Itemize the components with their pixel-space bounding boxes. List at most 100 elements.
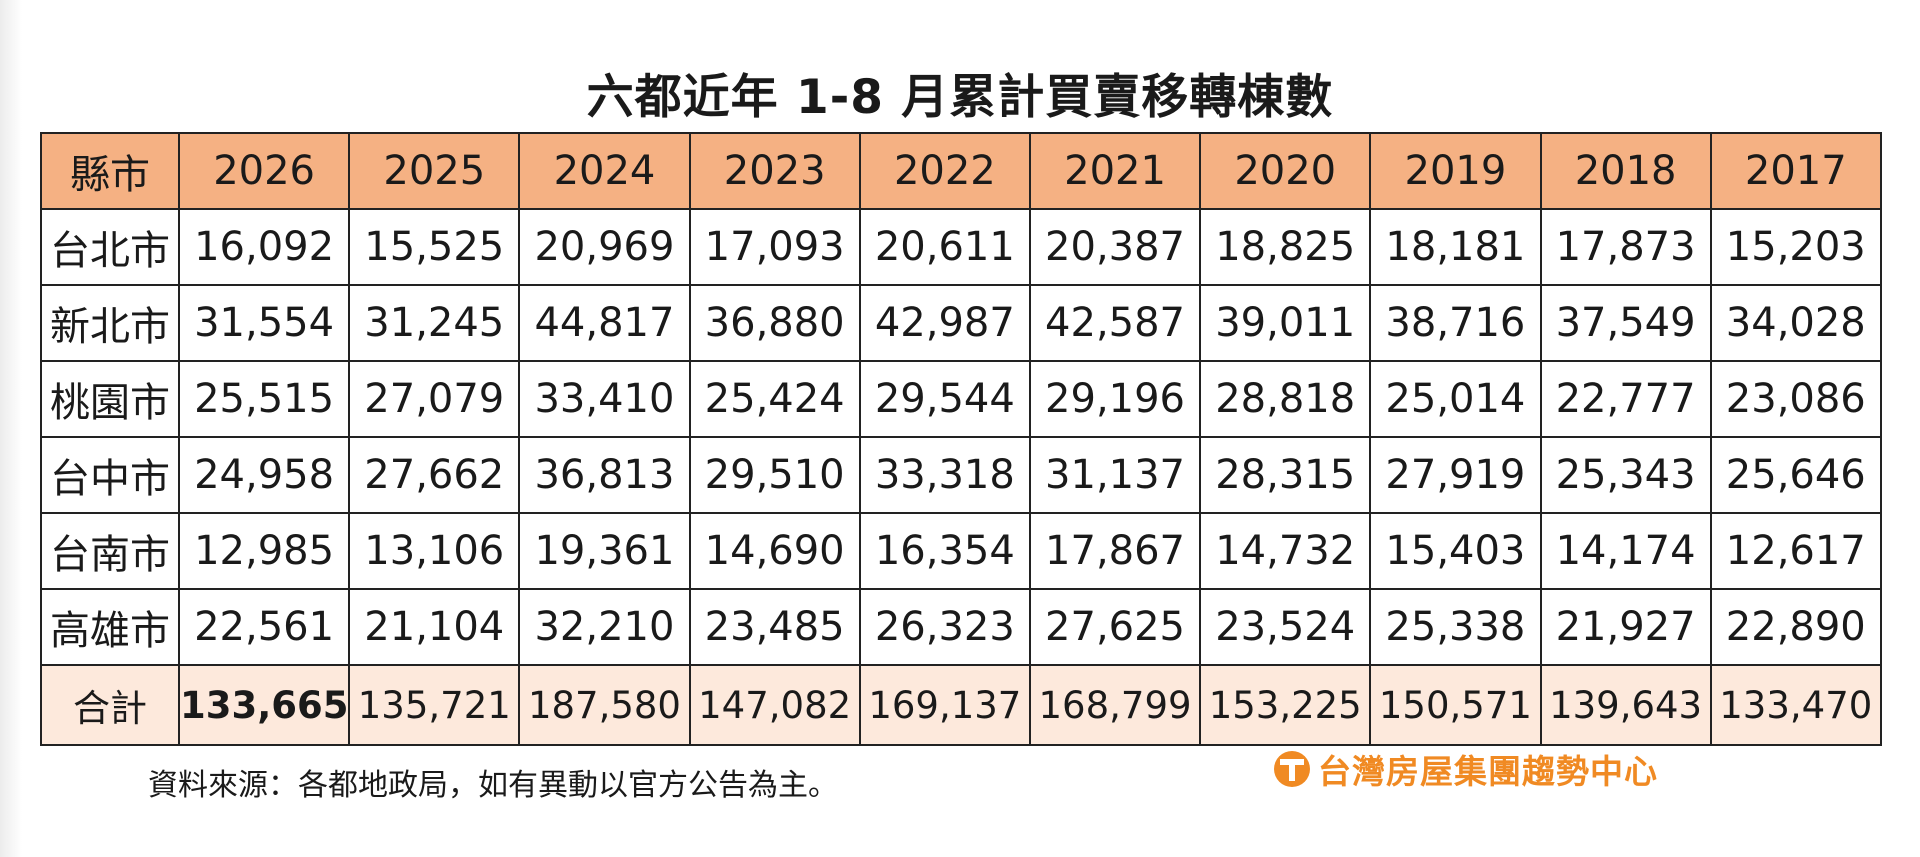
source-note: 資料來源：各都地政局，如有異動以官方公告為主。 [148,768,838,803]
header-year: 2021 [1028,132,1202,210]
value-cell: 29,544 [858,360,1031,438]
city-cell: 台中市 [40,436,180,514]
value-cell: 21,927 [1539,588,1712,666]
value-cell: 37,549 [1539,284,1712,362]
table-row: 桃園市 25,515 27,079 33,410 25,424 29,544 29,196 2… [40,360,1882,438]
value-cell: 21,104 [348,588,521,666]
value-cell: 14,690 [688,512,861,590]
value-cell: 14,732 [1199,512,1372,590]
city-cell: 台北市 [40,208,180,286]
value-cell: 42,587 [1028,284,1202,362]
value-cell: 18,825 [1199,208,1372,286]
value-cell: 27,919 [1369,436,1542,514]
total-cell: 169,137 [858,664,1031,746]
value-cell: 44,817 [518,284,691,362]
table-row: 台南市 12,985 13,106 19,361 14,690 16,354 17,867 1… [40,512,1882,590]
value-cell: 20,611 [858,208,1031,286]
value-cell: 20,387 [1028,208,1202,286]
value-cell: 25,338 [1369,588,1542,666]
value-cell: 12,985 [177,512,351,590]
value-cell: 32,210 [518,588,691,666]
total-cell: 168,799 [1028,664,1202,746]
total-cell: 133,665 [177,664,351,746]
table-row: 台中市 24,958 27,662 36,813 29,510 33,318 31,137 2… [40,436,1882,514]
value-cell: 26,323 [858,588,1031,666]
value-cell: 17,093 [688,208,861,286]
header-year: 2023 [688,132,861,210]
table-title: 六都近年 1-8 月累計買賣移轉棟數 [586,70,1334,125]
value-cell: 29,196 [1028,360,1202,438]
value-cell: 42,987 [858,284,1031,362]
header-year: 2019 [1369,132,1542,210]
value-cell: 23,485 [688,588,861,666]
total-cell: 135,721 [348,664,521,746]
header-city: 縣市 [40,132,180,210]
value-cell: 22,890 [1709,588,1882,666]
value-cell: 34,028 [1709,284,1882,362]
header-year: 2022 [858,132,1031,210]
value-cell: 31,245 [348,284,521,362]
total-row: 合計 133,665 135,721 187,580 147,082 169,137 168… [40,664,1882,746]
header-row: 縣市 2026 2025 2024 2023 2022 2021 2020 2019 2018 20… [40,132,1882,210]
value-cell: 39,011 [1199,284,1372,362]
value-cell: 33,318 [858,436,1031,514]
value-cell: 27,625 [1028,588,1202,666]
value-cell: 25,343 [1539,436,1712,514]
value-cell: 23,524 [1199,588,1372,666]
value-cell: 31,137 [1028,436,1202,514]
city-cell: 桃園市 [40,360,180,438]
table-row: 高雄市 22,561 21,104 32,210 23,485 26,323 27,625 2… [40,588,1882,666]
value-cell: 24,958 [177,436,351,514]
value-cell: 17,873 [1539,208,1712,286]
value-cell: 28,315 [1199,436,1372,514]
value-cell: 28,818 [1199,360,1372,438]
taiwan-realty-logo-icon [1274,751,1310,787]
value-cell: 16,354 [858,512,1031,590]
value-cell: 16,092 [177,208,351,286]
table-row: 台北市 16,092 15,525 20,969 17,093 20,611 20,387 1… [40,208,1882,286]
value-cell: 38,716 [1369,284,1542,362]
table-body: 台北市 16,092 15,525 20,969 17,093 20,611 20,387 1… [40,208,1882,746]
total-cell: 187,580 [518,664,691,746]
transfer-table: 縣市 2026 2025 2024 2023 2022 2021 2020 2019 2018 20… [40,132,1882,746]
value-cell: 27,079 [348,360,521,438]
total-label: 合計 [40,664,180,746]
total-cell: 139,643 [1539,664,1712,746]
header-year: 2017 [1709,132,1882,210]
total-cell: 150,571 [1369,664,1542,746]
value-cell: 25,014 [1369,360,1542,438]
value-cell: 15,403 [1369,512,1542,590]
value-cell: 29,510 [688,436,861,514]
total-cell: 133,470 [1709,664,1882,746]
header-year: 2026 [177,132,351,210]
header-year: 2024 [518,132,691,210]
city-cell: 台南市 [40,512,180,590]
value-cell: 25,646 [1709,436,1882,514]
value-cell: 36,880 [688,284,861,362]
header-year: 2020 [1199,132,1372,210]
value-cell: 23,086 [1709,360,1882,438]
value-cell: 27,662 [348,436,521,514]
value-cell: 22,777 [1539,360,1712,438]
header-year: 2018 [1539,132,1712,210]
header-year: 2025 [348,132,521,210]
value-cell: 18,181 [1369,208,1542,286]
value-cell: 12,617 [1709,512,1882,590]
total-cell: 153,225 [1199,664,1372,746]
table-row: 新北市 31,554 31,245 44,817 36,880 42,987 42,587 3… [40,284,1882,362]
value-cell: 36,813 [518,436,691,514]
value-cell: 15,203 [1709,208,1882,286]
brand-logo: 台灣房屋集團趨勢中心 [1272,746,1658,792]
value-cell: 20,969 [518,208,691,286]
city-cell: 高雄市 [40,588,180,666]
left-edge-shade [0,0,22,857]
value-cell: 31,554 [177,284,351,362]
value-cell: 25,424 [688,360,861,438]
total-cell: 147,082 [688,664,861,746]
value-cell: 19,361 [518,512,691,590]
value-cell: 17,867 [1028,512,1202,590]
value-cell: 15,525 [348,208,521,286]
brand-text: 台灣房屋集團趨勢中心 [1318,752,1658,791]
value-cell: 14,174 [1539,512,1712,590]
value-cell: 33,410 [518,360,691,438]
